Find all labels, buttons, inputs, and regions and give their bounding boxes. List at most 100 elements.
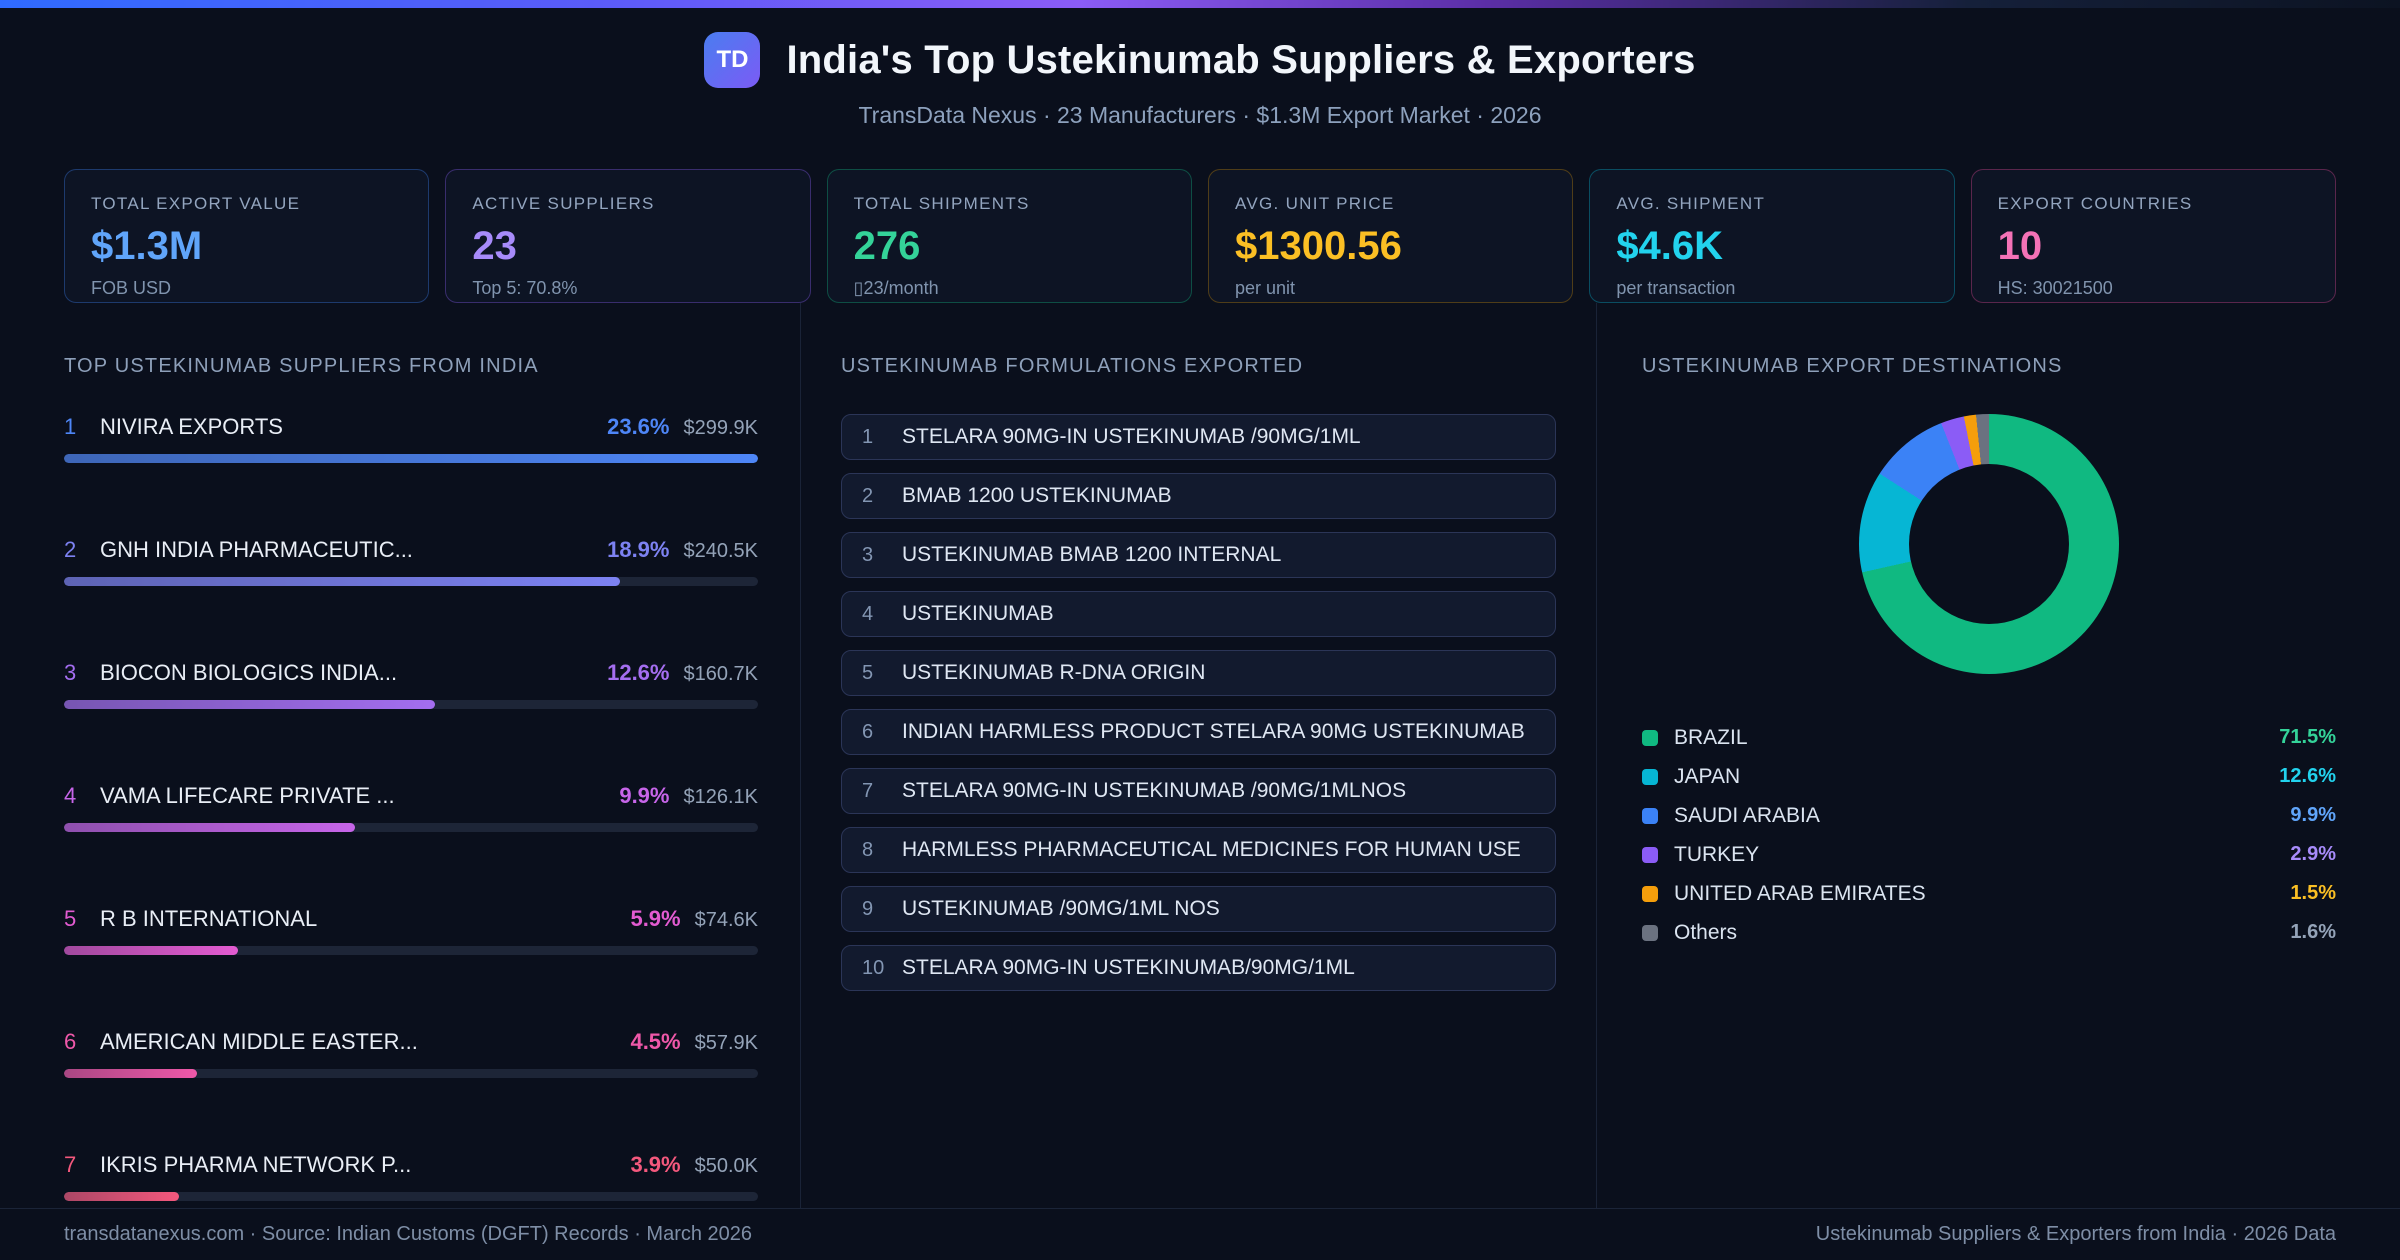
formulation-name: USTEKINUMAB [902, 602, 1054, 625]
formulation-name: USTEKINUMAB R-DNA ORIGIN [902, 661, 1206, 684]
supplier-bar-track [64, 946, 758, 955]
logo-badge: TD [704, 32, 761, 88]
formulation-number: 6 [862, 720, 874, 743]
legend-share-value: 12.6% [2279, 765, 2336, 787]
formulations-panel: USTEKINUMAB FORMULATIONS EXPORTED 1 STEL… [800, 303, 1597, 1209]
supplier-share-pct: 9.9% [619, 783, 670, 808]
stat-label: AVG. SHIPMENT [1616, 194, 1766, 213]
supplier-share-pct: 23.6% [607, 414, 670, 439]
supplier-name: R B INTERNATIONAL [100, 906, 318, 931]
supplier-row[interactable]: 7 IKRIS PHARMA NETWORK P... 3.9% $50.0K [64, 1152, 758, 1201]
supplier-row[interactable]: 3 BIOCON BIOLOGICS INDIA... 12.6% $160.7… [64, 660, 758, 709]
supplier-bar-track [64, 454, 758, 463]
footer-source-text: transdatanexus.com · Source: Indian Cust… [64, 1223, 753, 1245]
page-subtitle: TransData Nexus · 23 Manufacturers · $1.… [858, 102, 1542, 128]
supplier-share-pct: 12.6% [607, 660, 670, 685]
stat-value: $4.6K [1616, 224, 1724, 268]
formulation-item[interactable]: 8 HARMLESS PHARMACEUTICAL MEDICINES FOR … [841, 827, 1556, 873]
formulation-name: STELARA 90MG-IN USTEKINUMAB/90MG/1ML [902, 956, 1355, 979]
supplier-row[interactable]: 4 VAMA LIFECARE PRIVATE ... 9.9% $126.1K [64, 783, 758, 832]
destinations-panel: USTEKINUMAB EXPORT DESTINATIONS BRAZIL 7… [1597, 303, 2336, 1209]
stat-value: 276 [853, 224, 921, 268]
formulation-number: 9 [862, 897, 874, 920]
page-title: India's Top Ustekinumab Suppliers & Expo… [786, 37, 1696, 82]
formulation-item[interactable]: 4 USTEKINUMAB [841, 591, 1556, 637]
formulation-item[interactable]: 2 BMAB 1200 USTEKINUMAB [841, 473, 1556, 519]
formulation-item[interactable]: 9 USTEKINUMAB /90MG/1ML NOS [841, 886, 1556, 932]
formulation-item[interactable]: 7 STELARA 90MG-IN USTEKINUMAB /90MG/1MLN… [841, 768, 1556, 814]
legend-row: JAPAN 12.6% [1642, 757, 2336, 796]
supplier-export-value: $240.5K [683, 540, 758, 562]
formulation-name: USTEKINUMAB BMAB 1200 INTERNAL [902, 543, 1282, 566]
stat-card: TOTAL EXPORT VALUE $1.3M FOB USD [64, 169, 430, 303]
formulation-name: BMAB 1200 USTEKINUMAB [902, 484, 1172, 507]
legend-country-label: TURKEY [1674, 842, 1760, 866]
legend-row: BRAZIL 71.5% [1642, 718, 2336, 757]
stats-row: TOTAL EXPORT VALUE $1.3M FOB USD ACTIVE … [0, 169, 2400, 303]
supplier-row[interactable]: 5 R B INTERNATIONAL 5.9% $74.6K [64, 906, 758, 955]
formulation-item[interactable]: 3 USTEKINUMAB BMAB 1200 INTERNAL [841, 532, 1556, 578]
formulation-name: STELARA 90MG-IN USTEKINUMAB /90MG/1MLNOS [902, 779, 1407, 802]
destinations-donut-chart [1859, 414, 2119, 674]
legend-color-swatch [1642, 924, 1658, 941]
supplier-export-value: $126.1K [683, 786, 758, 808]
supplier-rank: 4 [64, 783, 77, 808]
legend-country-label: UNITED ARAB EMIRATES [1674, 881, 1926, 905]
formulation-list: 1 STELARA 90MG-IN USTEKINUMAB /90MG/1ML … [841, 414, 1556, 991]
formulation-name: HARMLESS PHARMACEUTICAL MEDICINES FOR HU… [902, 838, 1521, 861]
content: TOP USTEKINUMAB SUPPLIERS FROM INDIA 1 N… [0, 303, 2400, 1209]
supplier-row[interactable]: 6 AMERICAN MIDDLE EASTER... 4.5% $57.9K [64, 1029, 758, 1078]
supplier-share-pct: 18.9% [607, 537, 670, 562]
supplier-bar-fill [64, 577, 620, 586]
supplier-head: 1 NIVIRA EXPORTS 23.6% $299.9K [64, 414, 758, 440]
legend-country-label: Others [1674, 920, 1738, 944]
formulation-number: 2 [862, 484, 874, 507]
formulation-item[interactable]: 5 USTEKINUMAB R-DNA ORIGIN [841, 650, 1556, 696]
formulation-item[interactable]: 1 STELARA 90MG-IN USTEKINUMAB /90MG/1ML [841, 414, 1556, 460]
legend-share-value: 9.9% [2290, 804, 2336, 826]
legend-country-label: BRAZIL [1674, 725, 1748, 749]
legend-share-value: 2.9% [2290, 843, 2336, 865]
supplier-rank: 7 [64, 1152, 77, 1177]
destinations-title: USTEKINUMAB EXPORT DESTINATIONS [1642, 355, 2063, 377]
supplier-export-value: $50.0K [694, 1155, 758, 1177]
stat-card: AVG. UNIT PRICE $1300.56 per unit [1207, 169, 1574, 303]
supplier-name: AMERICAN MIDDLE EASTER... [100, 1029, 418, 1054]
legend-row: TURKEY 2.9% [1642, 835, 2336, 874]
legend-color-swatch [1642, 846, 1658, 863]
formulation-number: 5 [862, 661, 874, 684]
supplier-head: 4 VAMA LIFECARE PRIVATE ... 9.9% $126.1K [64, 783, 758, 809]
suppliers-panel: TOP USTEKINUMAB SUPPLIERS FROM INDIA 1 N… [64, 303, 800, 1209]
formulation-item[interactable]: 10 STELARA 90MG-IN USTEKINUMAB/90MG/1ML [841, 945, 1556, 991]
supplier-name: VAMA LIFECARE PRIVATE ... [100, 783, 395, 808]
legend-color-swatch [1642, 807, 1658, 824]
legend-share-value: 1.6% [2290, 921, 2336, 943]
legend-color-swatch [1642, 768, 1658, 785]
destinations-legend: BRAZIL 71.5% JAPAN 12.6% SAUDI ARABIA 9.… [1642, 718, 2336, 952]
stat-sub: FOB USD [91, 278, 172, 298]
supplier-name: NIVIRA EXPORTS [100, 414, 283, 439]
supplier-bar-track [64, 700, 758, 709]
donut-wrap [1642, 414, 2336, 674]
stat-label: TOTAL SHIPMENTS [853, 194, 1030, 213]
legend-row: UNITED ARAB EMIRATES 1.5% [1642, 874, 2336, 913]
formulation-item[interactable]: 6 INDIAN HARMLESS PRODUCT STELARA 90MG U… [841, 709, 1556, 755]
title-row: TD India's Top Ustekinumab Suppliers & E… [0, 32, 2400, 88]
supplier-list: 1 NIVIRA EXPORTS 23.6% $299.9K 2 GNH IND… [64, 414, 758, 1201]
stat-sub: Top 5: 70.8% [472, 278, 578, 298]
supplier-rank: 1 [64, 414, 77, 439]
supplier-share-pct: 3.9% [630, 1152, 681, 1177]
stat-sub: per transaction [1616, 278, 1736, 298]
supplier-share-pct: 5.9% [630, 906, 681, 931]
supplier-bar-fill [64, 1069, 197, 1078]
header: TD India's Top Ustekinumab Suppliers & E… [0, 8, 2400, 129]
legend-row: Others 1.6% [1642, 913, 2336, 952]
supplier-row[interactable]: 1 NIVIRA EXPORTS 23.6% $299.9K [64, 414, 758, 463]
supplier-head: 6 AMERICAN MIDDLE EASTER... 4.5% $57.9K [64, 1029, 758, 1055]
supplier-name: BIOCON BIOLOGICS INDIA... [100, 660, 398, 685]
formulation-name: INDIAN HARMLESS PRODUCT STELARA 90MG UST… [902, 720, 1525, 743]
supplier-export-value: $57.9K [694, 1032, 758, 1054]
supplier-row[interactable]: 2 GNH INDIA PHARMACEUTIC... 18.9% $240.5… [64, 537, 758, 586]
supplier-name: IKRIS PHARMA NETWORK P... [100, 1152, 412, 1177]
formulation-number: 4 [862, 602, 874, 625]
